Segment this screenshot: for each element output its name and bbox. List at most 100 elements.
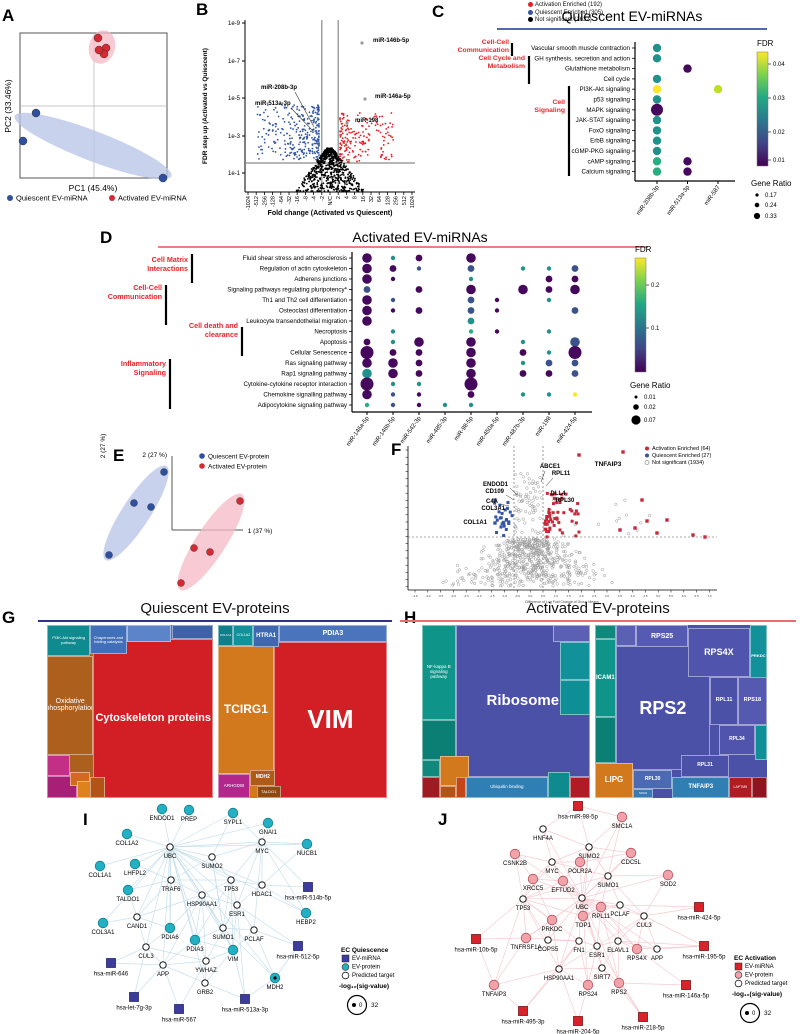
gene-ratio-tick: 0.01 xyxy=(644,395,656,401)
line xyxy=(194,894,203,941)
treemap-cell-col1a2: COL1A2 xyxy=(233,625,254,646)
line xyxy=(236,904,246,1000)
circle xyxy=(491,559,495,563)
gene-label: TNFAIP3 xyxy=(595,461,622,468)
circle xyxy=(316,185,319,188)
circle xyxy=(291,117,294,120)
line xyxy=(601,940,619,969)
dot xyxy=(520,266,526,271)
circle xyxy=(352,177,355,179)
node-label-TNFAIP3: TNFAIP3 xyxy=(482,992,507,998)
line xyxy=(169,812,234,848)
circle xyxy=(617,516,621,520)
dot xyxy=(415,349,423,356)
circle xyxy=(500,583,504,587)
rect xyxy=(547,510,551,514)
circle xyxy=(328,162,331,165)
circle xyxy=(520,530,524,534)
circle xyxy=(530,505,534,509)
network-node-HNF4A xyxy=(539,825,547,833)
circle xyxy=(508,561,512,565)
line xyxy=(169,846,206,984)
circle xyxy=(367,148,370,151)
rect xyxy=(498,516,502,520)
circle xyxy=(553,579,557,583)
circle xyxy=(319,165,322,168)
circle xyxy=(457,568,462,572)
circle xyxy=(511,558,515,562)
line xyxy=(110,946,147,964)
x-tick: 3.0 xyxy=(605,594,610,598)
circle xyxy=(528,511,532,515)
line xyxy=(582,875,609,917)
dot xyxy=(466,368,476,379)
circle xyxy=(310,170,313,173)
treemap-cell-label: ARHGDIB xyxy=(223,782,245,788)
line xyxy=(617,904,621,942)
treemap-cell-col1a1: COL1A1 xyxy=(218,625,234,646)
circle xyxy=(296,105,299,108)
node-label-hsa-miR-10b-5p: hsa-miR-10b-5p xyxy=(454,948,498,954)
circle xyxy=(531,498,535,502)
dot xyxy=(362,274,372,284)
column-label: miR-208b-3p xyxy=(636,184,661,216)
node-label-ELAVL1: ELAVL1 xyxy=(607,948,629,954)
node-label-RPS24: RPS24 xyxy=(578,992,598,998)
circle xyxy=(581,564,585,569)
circle xyxy=(332,161,335,164)
circle xyxy=(584,563,588,567)
circle xyxy=(514,540,519,544)
circle xyxy=(271,129,274,131)
circle xyxy=(353,130,356,133)
y-axis-label: 2 (27 %) xyxy=(142,452,167,459)
circle xyxy=(556,554,560,558)
circle xyxy=(574,549,578,553)
line xyxy=(201,894,234,951)
rect xyxy=(501,520,505,524)
circle xyxy=(648,514,652,518)
treemap-cell-label: Ribosome xyxy=(486,692,560,710)
circle xyxy=(370,122,373,125)
outlier-point xyxy=(633,526,637,530)
circle xyxy=(525,472,530,476)
circle xyxy=(498,548,502,552)
circle xyxy=(351,178,354,181)
circle xyxy=(358,159,361,162)
circle xyxy=(358,136,361,139)
node-label-POLR2A: POLR2A xyxy=(568,869,592,875)
line xyxy=(558,968,579,1022)
line xyxy=(261,884,309,888)
line xyxy=(110,962,164,966)
dot xyxy=(494,329,500,334)
group-label: clearance xyxy=(205,330,238,339)
network-node-UBC xyxy=(578,894,586,902)
circle xyxy=(302,128,305,131)
circle xyxy=(276,111,279,114)
circle xyxy=(311,152,314,155)
circle xyxy=(289,152,291,155)
circle xyxy=(315,156,318,158)
circle xyxy=(273,140,275,143)
circle xyxy=(535,552,539,557)
rect xyxy=(543,527,547,531)
line xyxy=(169,846,207,962)
line xyxy=(211,841,263,858)
fdr-label: FDR xyxy=(635,245,652,254)
line xyxy=(230,841,263,881)
network-node-ENDOD1 xyxy=(156,803,168,815)
circle xyxy=(502,541,506,545)
circle xyxy=(519,494,523,499)
circle xyxy=(316,112,318,114)
circle xyxy=(495,567,499,571)
line xyxy=(236,884,263,906)
circle xyxy=(292,128,294,130)
node-label-HSP90AA1: HSP90AA1 xyxy=(544,976,575,982)
fdr-tick: 0.03 xyxy=(773,96,785,102)
circle xyxy=(339,178,342,181)
circle xyxy=(347,146,350,149)
treemap-cell xyxy=(559,680,590,715)
treemap-cell xyxy=(595,625,616,639)
circle xyxy=(354,177,356,180)
circle xyxy=(341,173,343,176)
line xyxy=(522,880,564,900)
